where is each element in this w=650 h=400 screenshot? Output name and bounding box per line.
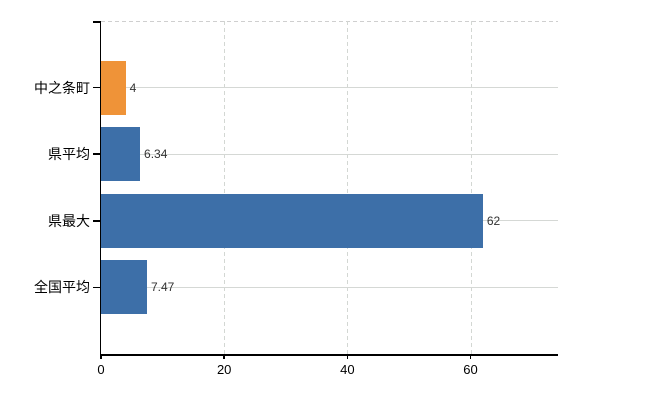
gridline-horizontal <box>101 87 558 89</box>
category-label: 全国平均 <box>34 279 90 296</box>
plot-top-dashed-border <box>101 21 558 22</box>
x-axis-tick <box>346 354 349 359</box>
x-tick-label: 0 <box>97 362 105 377</box>
y-axis-tick <box>93 286 100 289</box>
value-label: 7.47 <box>151 280 175 295</box>
gridline-horizontal <box>101 286 558 288</box>
gridline-vertical <box>224 21 226 354</box>
category-label: 県最大 <box>48 212 90 229</box>
y-axis-tick <box>93 220 100 222</box>
value-label: 62 <box>486 213 501 228</box>
value-label: 4 <box>129 80 137 95</box>
x-tick-label: 40 <box>340 362 355 377</box>
gridline-horizontal <box>101 153 558 155</box>
y-axis-tick <box>93 86 100 89</box>
x-axis-tick <box>469 354 472 359</box>
y-axis-line <box>99 21 101 354</box>
value-label: 6.34 <box>144 147 168 162</box>
y-axis-tick <box>93 21 100 23</box>
category-label: 県平均 <box>48 146 90 163</box>
x-tick-label: 20 <box>216 362 232 377</box>
gridline-vertical <box>347 21 349 354</box>
x-tick-label: 60 <box>463 362 478 377</box>
plot-area: 0 20 40 60 中之条町 4 県平均 6.34 県最大 62 全国平均 7.47 <box>34 21 558 377</box>
bar <box>101 127 141 182</box>
bar <box>101 60 126 115</box>
x-axis-line <box>99 354 558 356</box>
x-axis-tick <box>223 354 225 359</box>
x-axis-tick <box>100 354 102 359</box>
bar <box>101 193 483 248</box>
bar <box>101 260 147 315</box>
y-axis-tick <box>93 153 100 155</box>
category-label: 中之条町 <box>34 79 90 96</box>
gridline-vertical <box>470 21 472 354</box>
